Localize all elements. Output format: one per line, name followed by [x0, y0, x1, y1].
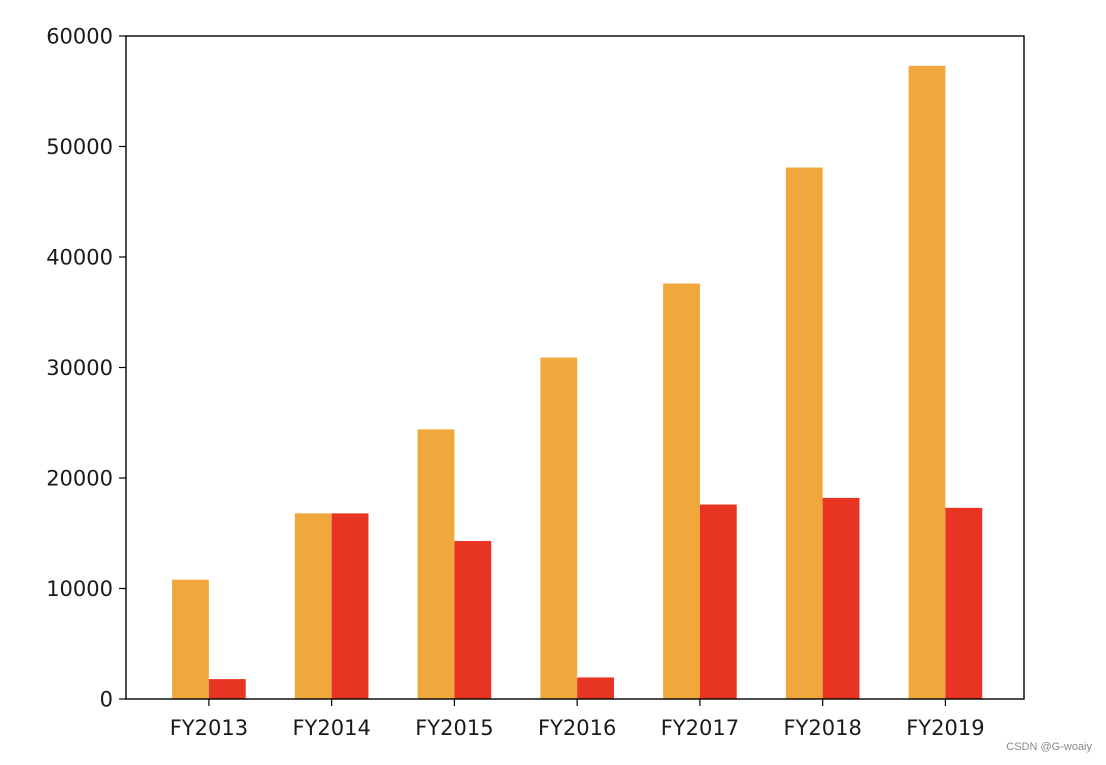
x-tick-label: FY2015: [415, 716, 493, 740]
bar-series1-fy2013: [172, 579, 209, 699]
y-tick-label: 30000: [46, 356, 113, 380]
bar-series1-fy2016: [540, 357, 578, 699]
bar-series1-fy2015: [417, 429, 455, 699]
bar-series1-fy2019: [908, 65, 946, 700]
y-tick-label: 40000: [46, 246, 113, 270]
x-tick-label: FY2016: [538, 716, 616, 740]
bar-series2-fy2019: [945, 507, 983, 699]
bar-series2-fy2014: [331, 513, 369, 699]
x-tick-label: FY2018: [783, 716, 861, 740]
y-tick-label: 0: [100, 688, 113, 712]
ticks-layer: FY2013 FY2014 FY2015 FY2016 FY2017 FY2018 FY20…: [46, 25, 984, 741]
x-tick-label: FY2013: [170, 716, 248, 740]
x-tick-label: FY2014: [292, 716, 370, 740]
bar-series1-fy2014: [294, 513, 332, 699]
bar-series2-fy2016: [577, 677, 614, 699]
bar-series2-fy2015: [454, 540, 492, 699]
bar-series1-fy2017: [663, 283, 700, 699]
x-tick-label: FY2017: [661, 716, 739, 740]
y-tick-label: 10000: [46, 577, 113, 601]
y-tick-label: 60000: [46, 25, 113, 49]
bars-layer: [172, 65, 983, 700]
bar-series2-fy2018: [822, 497, 860, 699]
y-tick-label: 20000: [46, 467, 113, 491]
y-tick-label: 50000: [46, 135, 113, 159]
bar-series1-fy2018: [785, 167, 823, 699]
bar-series2-fy2017: [699, 504, 737, 699]
watermark: CSDN @G-woaiy: [1006, 741, 1092, 753]
x-tick-label: FY2019: [906, 716, 984, 740]
bar-series2-fy2013: [208, 679, 246, 699]
